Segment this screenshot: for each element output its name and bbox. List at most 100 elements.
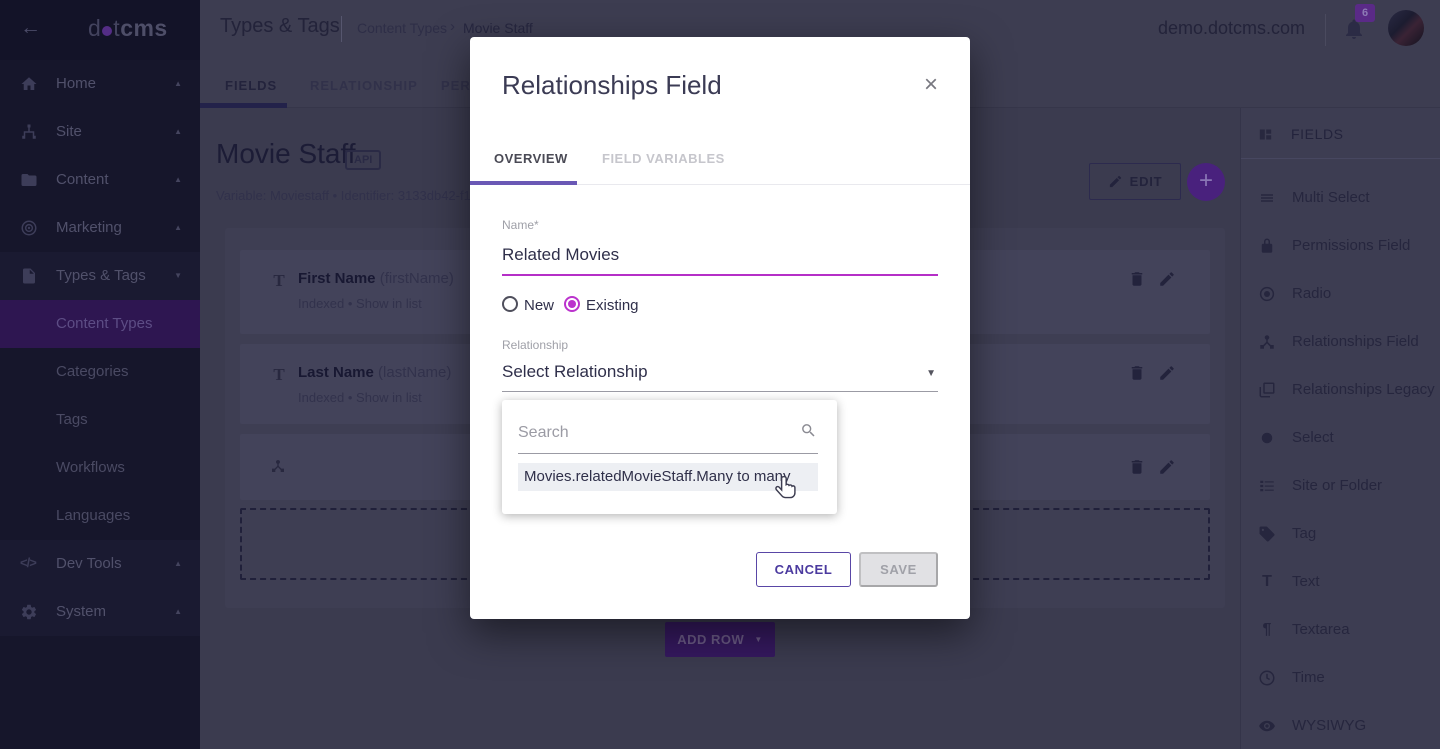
breadcrumb-parent-link[interactable]: Content Types bbox=[357, 20, 448, 36]
sidebar-subitem-label: Content Types bbox=[56, 315, 153, 332]
sidebar-item-home[interactable]: Home ▲ bbox=[0, 60, 200, 108]
radio-new[interactable] bbox=[502, 296, 518, 312]
save-button: SAVE bbox=[859, 552, 938, 587]
add-row-button[interactable]: ADD ROW ▼ bbox=[665, 622, 775, 657]
cancel-button[interactable]: CANCEL bbox=[756, 552, 851, 587]
field-type-tag[interactable]: Tag bbox=[1241, 510, 1440, 558]
sidebar-item-system[interactable]: System ▲ bbox=[0, 588, 200, 636]
name-input[interactable] bbox=[502, 240, 938, 270]
field-type-label: Select bbox=[1292, 429, 1334, 446]
text-icon: T bbox=[273, 365, 285, 384]
sidebar-item-site[interactable]: Site ▲ bbox=[0, 108, 200, 156]
edit-field-icon[interactable] bbox=[1158, 270, 1176, 288]
delete-field-icon[interactable] bbox=[1128, 270, 1146, 288]
field-type-time[interactable]: Time bbox=[1241, 654, 1440, 702]
field-name: Last Name bbox=[298, 364, 374, 381]
field-type-textarea[interactable]: ¶ Textarea bbox=[1241, 606, 1440, 654]
user-avatar[interactable] bbox=[1388, 10, 1424, 46]
sidebar-item-types-tags[interactable]: Types & Tags ▼ bbox=[0, 252, 200, 300]
dialog-tab-overview[interactable]: OVERVIEW bbox=[494, 151, 568, 166]
tag-icon bbox=[1258, 525, 1276, 543]
field-type-label: Time bbox=[1292, 669, 1325, 686]
field-type-select[interactable]: Select bbox=[1241, 414, 1440, 462]
caret-up-icon: ▲ bbox=[174, 79, 182, 88]
edit-button[interactable]: EDIT bbox=[1089, 163, 1181, 200]
caret-up-icon: ▲ bbox=[174, 127, 182, 136]
tab-relationship[interactable]: RELATIONSHIP bbox=[310, 78, 418, 93]
radio-new-label[interactable]: New bbox=[524, 297, 555, 314]
relationship-field-label: Relationship bbox=[502, 338, 569, 352]
field-type-relationships-field[interactable]: Relationships Field bbox=[1241, 318, 1440, 366]
sidebar-item-dev-tools[interactable]: </> Dev Tools ▲ bbox=[0, 540, 200, 588]
edit-field-icon[interactable] bbox=[1158, 364, 1176, 382]
field-type-permissions[interactable]: Permissions Field bbox=[1241, 222, 1440, 270]
edit-button-label: EDIT bbox=[1129, 174, 1163, 189]
sidebar-item-content[interactable]: Content ▲ bbox=[0, 156, 200, 204]
notifications-count-badge: 6 bbox=[1355, 4, 1375, 22]
relationship-dropdown-panel: Movies.relatedMovieStaff.Many to many bbox=[502, 400, 837, 514]
sidebar-item-marketing[interactable]: Marketing ▲ bbox=[0, 204, 200, 252]
logo-text: d bbox=[88, 15, 102, 41]
relationship-select-underline bbox=[502, 391, 938, 392]
sidebar-item-content-types[interactable]: Content Types bbox=[0, 300, 200, 348]
add-field-fab[interactable]: + bbox=[1187, 163, 1225, 201]
field-types-panel: FIELDS Multi Select Permissions Field Ra… bbox=[1240, 108, 1440, 749]
textarea-icon: ¶ bbox=[1262, 621, 1272, 638]
edit-square-icon bbox=[1109, 175, 1121, 188]
topbar-divider bbox=[1325, 14, 1326, 46]
dialog-tab-field-variables[interactable]: FIELD VARIABLES bbox=[602, 151, 725, 166]
field-meta: Indexed • Show in list bbox=[298, 296, 422, 311]
field-types-title: FIELDS bbox=[1291, 126, 1344, 142]
name-input-underline bbox=[502, 274, 938, 276]
dotcms-logo[interactable]: d tcms bbox=[88, 15, 168, 42]
relationship-option[interactable]: Movies.relatedMovieStaff.Many to many bbox=[518, 463, 818, 491]
chevron-right-icon: › bbox=[450, 18, 455, 35]
panel-divider bbox=[1241, 158, 1440, 159]
field-type-label: Multi Select bbox=[1292, 189, 1370, 206]
close-icon[interactable]: × bbox=[923, 71, 938, 98]
logo-text-bold: cms bbox=[120, 15, 168, 41]
sitemap-icon bbox=[20, 123, 38, 141]
edit-field-icon[interactable] bbox=[1158, 458, 1176, 476]
sidebar-item-label: Home bbox=[56, 75, 97, 92]
search-icon bbox=[800, 422, 817, 439]
relationships-field-dialog: Relationships Field × OVERVIEW FIELD VAR… bbox=[470, 37, 970, 619]
api-badge[interactable]: API bbox=[345, 150, 382, 170]
sidebar-item-workflows[interactable]: Workflows bbox=[0, 444, 200, 492]
target-icon bbox=[20, 219, 38, 237]
relationship-select[interactable]: Select Relationship ▼ bbox=[502, 360, 938, 390]
radio-existing[interactable] bbox=[564, 296, 580, 312]
field-type-label: Text bbox=[1292, 573, 1320, 590]
field-type-multi-select[interactable]: Multi Select bbox=[1241, 174, 1440, 222]
tab-fields[interactable]: FIELDS bbox=[225, 78, 278, 93]
site-host-label: demo.dotcms.com bbox=[1158, 18, 1306, 38]
sidebar-subitem-label: Workflows bbox=[56, 459, 125, 476]
sidebar-subitem-label: Categories bbox=[56, 363, 129, 380]
sidebar-item-label: Marketing bbox=[56, 219, 122, 236]
field-type-relationships-legacy[interactable]: Relationships Legacy bbox=[1241, 366, 1440, 414]
back-arrow-icon[interactable]: ← bbox=[20, 16, 41, 39]
radio-existing-label[interactable]: Existing bbox=[586, 297, 639, 314]
sidebar-item-tags[interactable]: Tags bbox=[0, 396, 200, 444]
delete-field-icon[interactable] bbox=[1128, 458, 1146, 476]
relationship-select-value: Select Relationship bbox=[502, 362, 648, 381]
sidebar-item-label: Content bbox=[56, 171, 109, 188]
page-title: Movie Staff bbox=[216, 138, 356, 169]
sidebar-item-categories[interactable]: Categories bbox=[0, 348, 200, 396]
notifications-bell-icon[interactable] bbox=[1342, 17, 1366, 41]
field-type-radio[interactable]: Radio bbox=[1241, 270, 1440, 318]
delete-field-icon[interactable] bbox=[1128, 364, 1146, 382]
dialog-title: Relationships Field bbox=[502, 70, 722, 100]
field-type-text[interactable]: T Text bbox=[1241, 558, 1440, 606]
code-icon: </> bbox=[20, 555, 37, 570]
field-type-label: Relationships Legacy bbox=[1292, 381, 1435, 398]
radio-icon bbox=[1258, 285, 1276, 303]
search-input[interactable] bbox=[518, 420, 788, 446]
field-type-site-or-folder[interactable]: Site or Folder bbox=[1241, 462, 1440, 510]
field-type-wysiwyg[interactable]: WYSIWYG bbox=[1241, 702, 1440, 749]
sidebar-item-label: Site bbox=[56, 123, 82, 140]
lock-icon bbox=[1258, 237, 1276, 255]
field-type-label: WYSIWYG bbox=[1292, 717, 1367, 734]
search-input-underline bbox=[518, 453, 818, 454]
sidebar-item-languages[interactable]: Languages bbox=[0, 492, 200, 540]
